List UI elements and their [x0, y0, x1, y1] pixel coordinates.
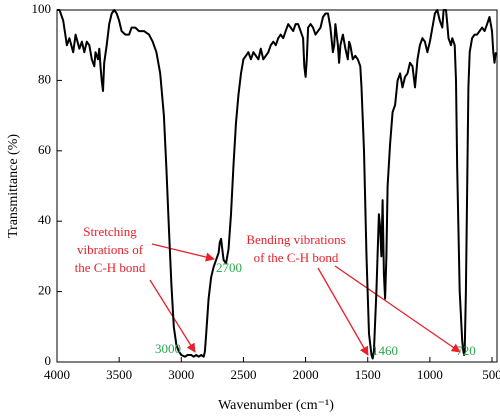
annotation: Stretching [83, 224, 137, 239]
x-tick-label: 2000 [293, 367, 319, 382]
arrow [334, 265, 461, 353]
arrow [317, 267, 369, 356]
arrow [151, 243, 215, 262]
x-tick-label: 1000 [417, 367, 443, 382]
y-axis-label: Transmittance (%) [6, 134, 21, 238]
plot-frame [56, 9, 498, 363]
peak-label: 1460 [372, 343, 398, 358]
annotation: of the C-H bond [254, 250, 339, 265]
x-axis-label: Wavenumber (cm⁻¹) [218, 398, 334, 413]
y-tick-label: 20 [38, 283, 51, 298]
y-tick-label: 100 [32, 1, 52, 16]
x-tick-label: 3000 [168, 367, 194, 382]
annotation: the C-H bond [75, 260, 146, 275]
y-tick-label: 60 [38, 142, 51, 157]
peak-label: 720 [456, 343, 476, 358]
x-tick-label: 2500 [230, 367, 256, 382]
y-tick-label: 40 [38, 212, 51, 227]
x-tick-label: 4000 [44, 367, 70, 382]
annotation: vibrations of [77, 242, 144, 257]
peak-label: 2700 [216, 260, 242, 275]
annotation: Bending vibrations [246, 232, 345, 247]
y-tick-label: 80 [38, 71, 51, 86]
spectrum-line [57, 9, 497, 360]
x-tick-label: 500 [482, 367, 500, 382]
x-tick-label: 3500 [106, 367, 132, 382]
peak-label: 3000 [155, 341, 181, 356]
x-tick-label: 1500 [355, 367, 381, 382]
y-tick-label: 0 [45, 353, 52, 368]
